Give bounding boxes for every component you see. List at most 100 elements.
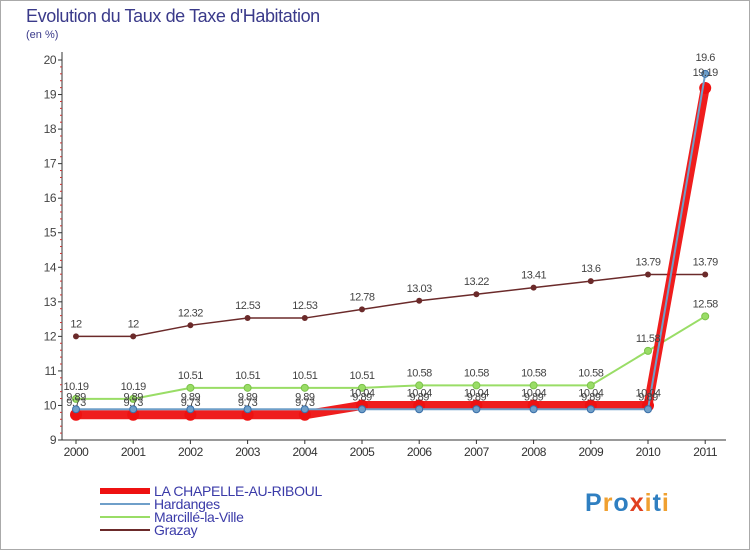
series-line bbox=[76, 315, 706, 400]
x-tick-label: 2010 bbox=[636, 445, 662, 459]
legend-item: Grazay bbox=[100, 523, 420, 537]
legend-item: Marcillé-la-Ville bbox=[100, 509, 420, 525]
data-label: 10.51 bbox=[292, 370, 317, 382]
x-tick-label: 2000 bbox=[64, 445, 90, 459]
y-tick-label: 12 bbox=[44, 329, 57, 343]
data-label: 9.89 bbox=[238, 391, 258, 403]
data-point bbox=[530, 284, 537, 291]
x-tick-label: 2004 bbox=[292, 445, 318, 459]
data-label: 13.03 bbox=[407, 283, 432, 295]
data-point bbox=[644, 346, 652, 355]
data-point bbox=[301, 315, 308, 322]
data-point bbox=[359, 306, 365, 313]
data-label: 10.19 bbox=[63, 381, 88, 393]
data-point bbox=[243, 383, 252, 392]
data-point bbox=[529, 381, 538, 390]
legend-swatch bbox=[100, 516, 150, 518]
legend-swatch bbox=[100, 529, 150, 531]
data-label: 13.41 bbox=[521, 270, 546, 282]
data-label: 12.53 bbox=[235, 300, 260, 312]
data-label: 19.19 bbox=[693, 67, 718, 79]
data-point bbox=[129, 405, 138, 414]
data-point bbox=[186, 405, 195, 414]
x-tick-label: 2008 bbox=[521, 445, 547, 459]
data-label: 13.79 bbox=[635, 257, 660, 269]
x-tick-label: 2007 bbox=[464, 445, 490, 459]
data-point bbox=[73, 333, 79, 340]
legend-label: LA CHAPELLE-AU-RIBOUL bbox=[154, 483, 322, 499]
data-label: 9.89 bbox=[66, 391, 86, 403]
data-label: 9.73 bbox=[295, 397, 315, 409]
data-label: 9.89 bbox=[581, 391, 601, 403]
x-tick-label: 2001 bbox=[121, 445, 147, 459]
data-point bbox=[358, 405, 366, 414]
logo-letter: x bbox=[629, 489, 645, 517]
x-tick-label: 2011 bbox=[693, 445, 718, 459]
data-label: 12.53 bbox=[292, 300, 317, 312]
data-point bbox=[645, 271, 651, 278]
legend-item: Hardanges bbox=[100, 496, 420, 512]
y-tick-label: 13 bbox=[44, 295, 57, 309]
data-label: 9.89 bbox=[352, 391, 372, 403]
data-label: 12 bbox=[70, 318, 82, 330]
data-label: 10.04 bbox=[635, 387, 660, 399]
logo-letter: r bbox=[602, 489, 614, 517]
data-point bbox=[243, 405, 252, 414]
logo-letter: t bbox=[652, 489, 662, 517]
legend-label: Hardanges bbox=[154, 496, 220, 512]
data-point bbox=[586, 381, 595, 390]
y-tick-label: 17 bbox=[44, 157, 57, 171]
data-point bbox=[300, 405, 309, 414]
series-line bbox=[76, 87, 710, 420]
data-label: 12.78 bbox=[349, 291, 374, 303]
y-tick-label: 18 bbox=[44, 122, 57, 136]
y-tick-label: 20 bbox=[44, 53, 57, 67]
data-point bbox=[186, 383, 195, 392]
data-label: 10.58 bbox=[521, 367, 546, 379]
logo-letter: P bbox=[585, 489, 603, 517]
data-label: 9.89 bbox=[524, 391, 544, 403]
data-point bbox=[472, 381, 481, 390]
data-label: 12.58 bbox=[693, 298, 718, 310]
data-label: 13.6 bbox=[581, 263, 601, 275]
data-point bbox=[72, 394, 80, 403]
data-label: 10.51 bbox=[178, 370, 203, 382]
data-label: 10.58 bbox=[407, 367, 432, 379]
data-point bbox=[587, 278, 594, 285]
data-point bbox=[472, 405, 481, 414]
data-point bbox=[701, 312, 710, 321]
data-label: 11.58 bbox=[636, 333, 661, 345]
data-point bbox=[415, 405, 424, 414]
x-tick-label: 2005 bbox=[350, 445, 376, 459]
data-point bbox=[129, 394, 138, 403]
data-label: 10.51 bbox=[235, 370, 260, 382]
data-point bbox=[644, 405, 652, 414]
y-tick-label: 15 bbox=[44, 226, 57, 240]
data-point bbox=[699, 81, 712, 94]
data-label: 10.58 bbox=[464, 367, 489, 379]
data-label: 10.04 bbox=[407, 387, 432, 399]
data-label: 10.58 bbox=[578, 367, 603, 379]
y-tick-label: 19 bbox=[44, 88, 57, 102]
data-point bbox=[416, 297, 423, 304]
data-label: 9.73 bbox=[123, 397, 143, 409]
logo-letter: i bbox=[644, 489, 653, 517]
data-label: 10.04 bbox=[464, 387, 489, 399]
data-label: 9.89 bbox=[638, 391, 658, 403]
data-point bbox=[130, 333, 137, 340]
data-label: 10.04 bbox=[349, 387, 374, 399]
data-point bbox=[586, 405, 595, 414]
data-label: 13.22 bbox=[464, 276, 489, 288]
unit-label: (en %) bbox=[26, 29, 59, 41]
data-point bbox=[187, 322, 194, 329]
data-label: 9.73 bbox=[66, 397, 86, 409]
data-point bbox=[529, 405, 538, 414]
data-label: 12 bbox=[128, 318, 140, 330]
proxiti-logo: Proxiti bbox=[585, 489, 670, 518]
data-label: 10.04 bbox=[578, 387, 603, 399]
legend-label: Marcillé-la-Ville bbox=[154, 509, 244, 525]
data-point bbox=[702, 271, 709, 278]
logo-letter: i bbox=[661, 489, 670, 517]
data-label: 10.19 bbox=[121, 381, 146, 393]
